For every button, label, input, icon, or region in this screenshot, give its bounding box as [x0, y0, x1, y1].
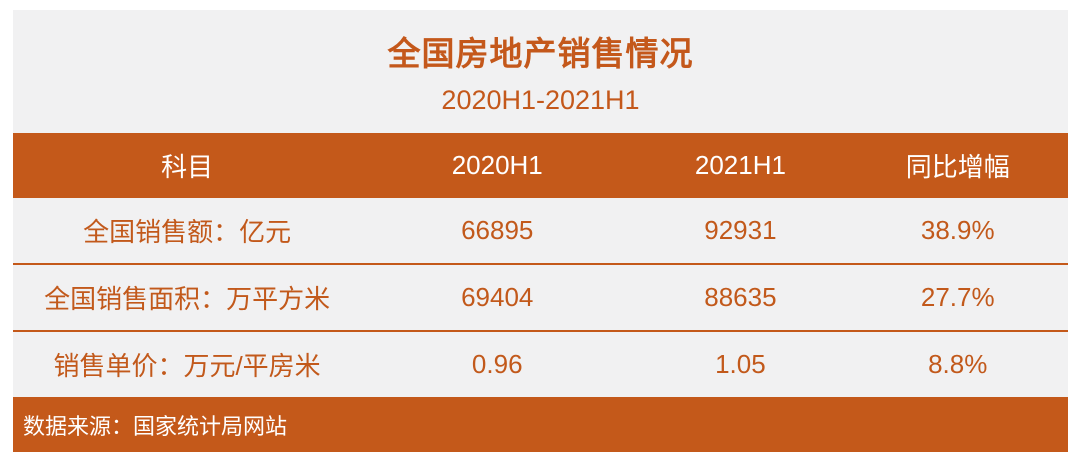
- table-panel: 全国房地产销售情况 2020H1-2021H1 科目 2020H1 2021H1…: [13, 10, 1068, 452]
- table-row-sales-amount: 全国销售额：亿元 66895 92931 38.9%: [13, 198, 1068, 263]
- column-header-2020h1: 2020H1: [451, 150, 543, 180]
- value-2021h1: 88635: [704, 282, 777, 312]
- table-row-unit-price: 销售单价：万元/平房米 0.96 1.05 8.8%: [13, 330, 1068, 397]
- row-label: 销售单价：万元/平房米: [53, 351, 321, 381]
- source-footer: 数据来源：国家统计局网站: [13, 397, 1068, 452]
- page-title: 全国房地产销售情况: [387, 35, 694, 72]
- table-header-row: 科目 2020H1 2021H1 同比增幅: [13, 133, 1068, 198]
- value-2021h1: 1.05: [715, 349, 766, 379]
- row-label: 全国销售面积：万平方米: [44, 284, 331, 314]
- source-note: 数据来源：国家统计局网站: [23, 413, 288, 439]
- value-yoy: 27.7%: [920, 282, 995, 312]
- column-header-2021h1: 2021H1: [694, 150, 786, 180]
- title-block: 全国房地产销售情况 2020H1-2021H1: [13, 10, 1068, 133]
- table-row-sales-area: 全国销售面积：万平方米 69404 88635 27.7%: [13, 263, 1068, 330]
- column-header-subject: 科目: [161, 152, 214, 182]
- value-2020h1: 0.96: [471, 349, 523, 379]
- page-subtitle: 2020H1-2021H1: [441, 85, 640, 115]
- column-header-yoy-growth: 同比增幅: [905, 152, 1010, 182]
- value-2020h1: 66895: [461, 215, 534, 245]
- row-label: 全国销售额：亿元: [83, 217, 292, 247]
- value-yoy: 8.8%: [928, 349, 988, 379]
- value-2021h1: 92931: [704, 215, 777, 245]
- value-yoy: 38.9%: [920, 215, 995, 245]
- value-2020h1: 69404: [461, 282, 534, 312]
